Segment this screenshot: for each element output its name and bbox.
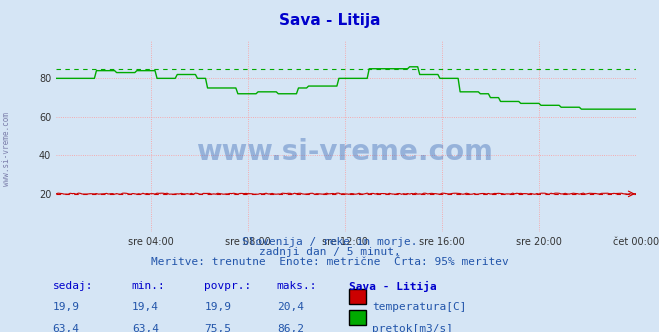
Text: povpr.:: povpr.: [204,281,252,290]
Text: 63,4: 63,4 [53,324,80,332]
Text: Meritve: trenutne  Enote: metrične  Črta: 95% meritev: Meritve: trenutne Enote: metrične Črta: … [151,257,508,267]
Text: min.:: min.: [132,281,165,290]
Text: 86,2: 86,2 [277,324,304,332]
Text: 19,9: 19,9 [204,302,231,312]
Text: pretok[m3/s]: pretok[m3/s] [372,324,453,332]
Text: 63,4: 63,4 [132,324,159,332]
Text: 19,9: 19,9 [53,302,80,312]
Text: Sava - Litija: Sava - Litija [349,281,437,291]
Text: www.si-vreme.com: www.si-vreme.com [196,137,494,166]
Text: 75,5: 75,5 [204,324,231,332]
Text: www.si-vreme.com: www.si-vreme.com [2,113,11,186]
Text: 20,4: 20,4 [277,302,304,312]
Text: zadnji dan / 5 minut.: zadnji dan / 5 minut. [258,247,401,257]
Text: Sava - Litija: Sava - Litija [279,13,380,28]
Text: 19,4: 19,4 [132,302,159,312]
Text: sedaj:: sedaj: [53,281,93,290]
Text: temperatura[C]: temperatura[C] [372,302,467,312]
Text: Slovenija / reke in morje.: Slovenija / reke in morje. [242,237,417,247]
Text: maks.:: maks.: [277,281,317,290]
